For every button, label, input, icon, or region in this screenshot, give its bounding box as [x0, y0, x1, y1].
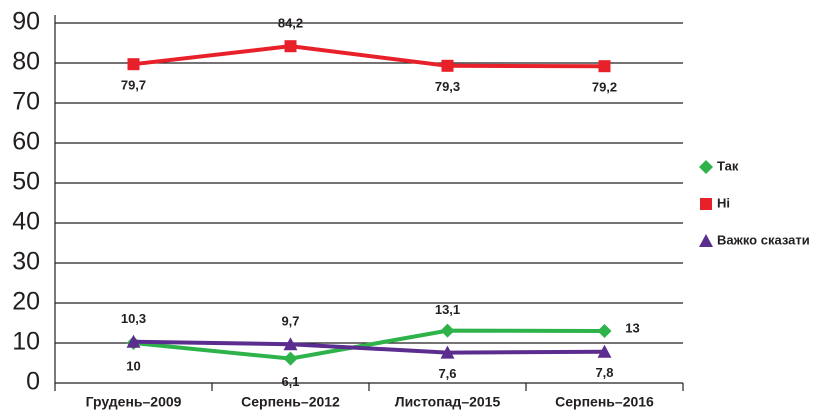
value-label: 84,2 — [278, 16, 303, 31]
legend-label: Так — [717, 158, 739, 173]
point — [440, 323, 455, 338]
point — [598, 60, 611, 73]
value-label: 13,1 — [435, 302, 460, 317]
point — [597, 324, 612, 338]
x-tick-label: Листопад–2015 — [395, 394, 501, 410]
y-tick-label: 90 — [12, 8, 40, 36]
y-tick-label: 0 — [26, 368, 40, 396]
legend-label: Важко сказати — [717, 232, 810, 247]
y-tick-label: 50 — [12, 168, 40, 196]
legend-marker — [699, 234, 713, 247]
value-label: 79,2 — [592, 80, 617, 95]
y-tick-label: 40 — [12, 208, 40, 236]
y-tick-label: 80 — [12, 48, 40, 76]
point — [283, 351, 298, 366]
legend-label: Ні — [717, 195, 730, 210]
legend-marker — [700, 198, 712, 210]
y-tick-label: 70 — [12, 88, 40, 116]
value-label: 79,7 — [121, 78, 146, 93]
x-tick-label: Серпень–2016 — [555, 394, 654, 410]
point — [440, 345, 455, 359]
series-line — [133, 328, 605, 361]
series-line — [133, 339, 605, 355]
x-tick-label: Грудень–2009 — [86, 394, 182, 410]
value-label: 79,3 — [435, 79, 460, 94]
x-tick-label: Серпень–2012 — [241, 394, 340, 410]
value-label: 7,6 — [438, 366, 456, 381]
series-line — [133, 44, 605, 69]
value-label: 6,1 — [281, 374, 299, 389]
y-tick-label: 20 — [12, 288, 40, 316]
point — [597, 344, 612, 358]
value-label: 9,7 — [281, 314, 299, 329]
y-tick-label: 30 — [12, 248, 40, 276]
legend-marker — [699, 160, 713, 174]
point — [283, 337, 298, 351]
point — [284, 40, 297, 53]
point — [126, 334, 141, 348]
value-label: 10,3 — [121, 311, 146, 326]
y-tick-label: 60 — [12, 128, 40, 156]
value-label: 7,8 — [595, 365, 613, 380]
value-label: 10 — [126, 358, 140, 373]
point — [441, 59, 454, 72]
value-label: 13 — [625, 320, 639, 335]
y-tick-label: 10 — [12, 328, 40, 356]
point — [127, 58, 140, 71]
